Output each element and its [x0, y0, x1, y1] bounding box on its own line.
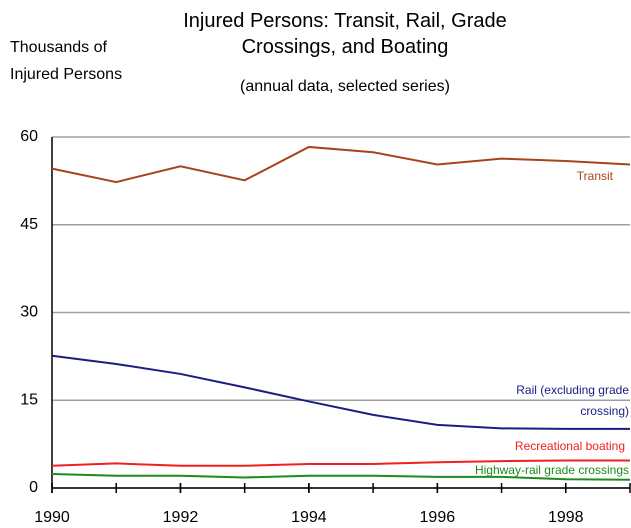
y-tick-label: 45: [20, 216, 38, 233]
chart-title: Injured Persons: Transit, Rail, Grade Cr…: [183, 10, 507, 58]
y-tick-label: 0: [29, 479, 38, 496]
series-line: [51, 459, 630, 467]
x-tick-label: 1996: [420, 509, 456, 526]
series-line: [51, 354, 630, 430]
series-label: Rail (excluding grade crossing): [516, 383, 629, 418]
y-tick-label: 15: [20, 391, 38, 408]
y-tick-label: 30: [20, 304, 38, 321]
series-label: Highway-rail grade crossings: [474, 463, 629, 477]
x-tick-label: 1998: [548, 509, 584, 526]
series-line: [51, 145, 631, 184]
x-tick-label: 1990: [34, 509, 70, 526]
series-label: Transit: [576, 169, 613, 183]
x-tick-label: 1994: [291, 509, 327, 526]
y-axis-label: Thousands of Injured Persons: [10, 39, 123, 83]
series-label: Recreational boating: [514, 439, 625, 453]
x-tick-label: 1992: [163, 509, 199, 526]
chart-subtitle: (annual data, selected series): [240, 78, 450, 95]
y-tick-label: 60: [20, 128, 38, 145]
series-line: [51, 472, 631, 481]
